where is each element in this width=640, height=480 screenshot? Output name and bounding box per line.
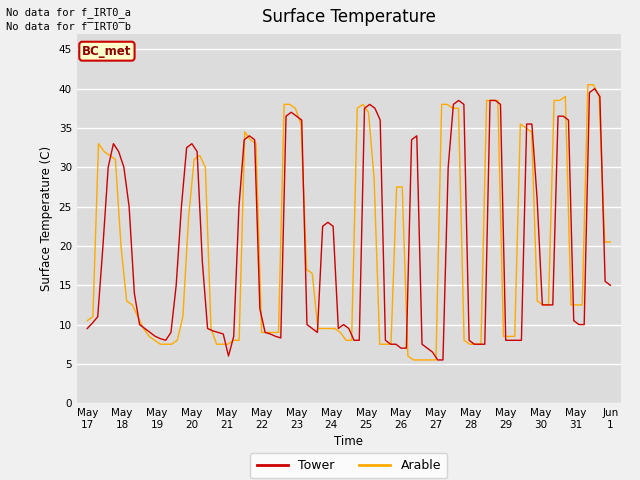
- Title: Surface Temperature: Surface Temperature: [262, 9, 436, 26]
- Y-axis label: Surface Temperature (C): Surface Temperature (C): [40, 146, 53, 291]
- X-axis label: Time: Time: [334, 435, 364, 448]
- Text: No data for f_IRT0_a: No data for f_IRT0_a: [6, 7, 131, 18]
- Legend: Tower, Arable: Tower, Arable: [250, 453, 447, 478]
- Text: No data for f̅IRT0̅b: No data for f̅IRT0̅b: [6, 22, 131, 32]
- Text: BC_met: BC_met: [82, 45, 132, 58]
